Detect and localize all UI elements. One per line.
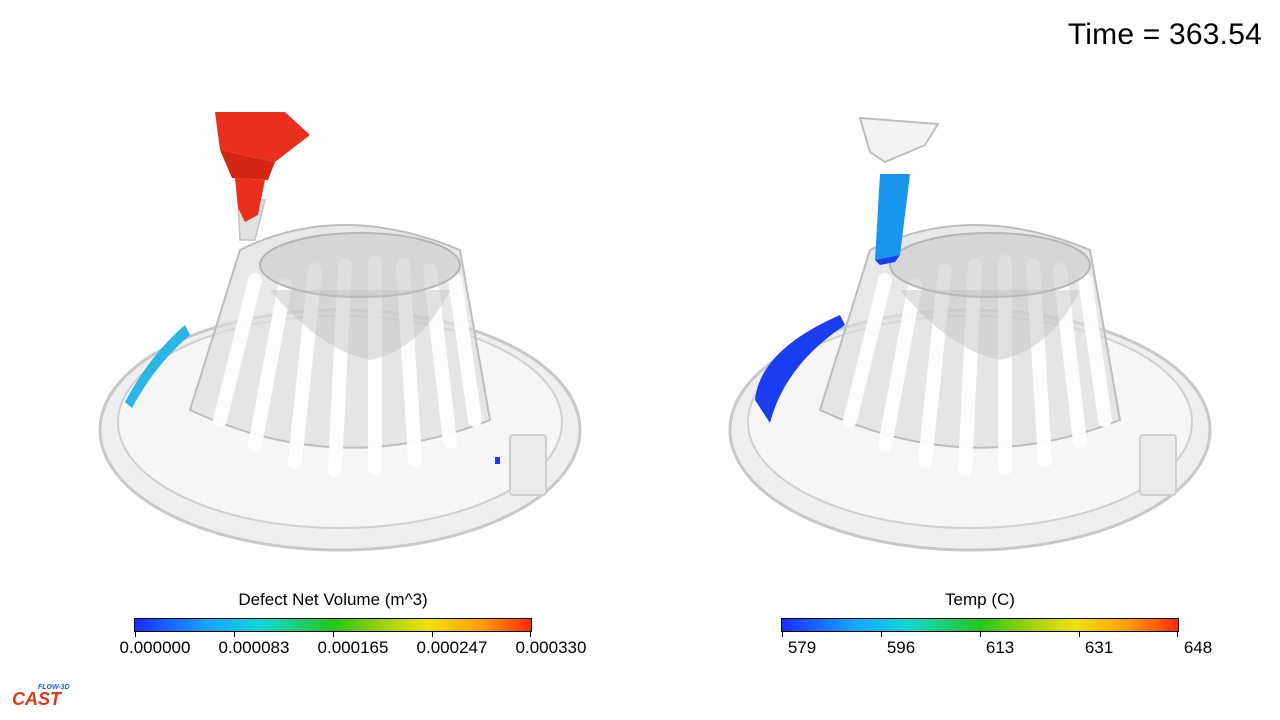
pouring-cup-defect: [215, 112, 310, 222]
tick-label: 613: [985, 638, 1015, 657]
tick-label: 631: [1084, 638, 1114, 657]
colorbar-labels: 579 596 613 631 648: [760, 638, 1240, 658]
time-readout: Time = 363.54: [1067, 18, 1262, 51]
colorbar-labels: 0.000000 0.000083 0.000165 0.000247 0.00…: [113, 638, 593, 658]
left-casting-render: [98, 112, 582, 552]
tick-label: 0.000247: [416, 638, 488, 657]
tick-label: 579: [787, 638, 817, 657]
defect-volume-legend: Defect Net Volume (m^3) 0.000000 0.00008…: [113, 590, 587, 658]
colorbar-ticks: [782, 631, 1178, 638]
legend-title: Defect Net Volume (m^3): [238, 590, 428, 609]
right-casting-view: [700, 90, 1220, 570]
logo-big-text: CAST: [12, 689, 63, 707]
tick-label: 0.000330: [515, 638, 587, 657]
colorbar-ticks: [135, 631, 531, 638]
colorbar: [781, 618, 1179, 632]
tick-label: 0.000165: [317, 638, 389, 657]
flow3d-cast-logo: FLOW-3D CAST: [10, 681, 74, 712]
legend-title: Temp (C): [945, 590, 1015, 609]
tick-label: 0.000000: [119, 638, 191, 657]
left-casting-view: [70, 90, 590, 570]
tick-label: 596: [886, 638, 916, 657]
tick-label: 0.000083: [218, 638, 290, 657]
tick-label: 648: [1183, 638, 1213, 657]
sprue-temperature: [875, 174, 910, 265]
right-casting-render: [728, 116, 1212, 552]
temperature-legend: Temp (C) 579 596 613 631 648: [760, 590, 1212, 658]
colorbar: [134, 618, 532, 632]
logo-small-text: FLOW-3D: [38, 684, 70, 691]
